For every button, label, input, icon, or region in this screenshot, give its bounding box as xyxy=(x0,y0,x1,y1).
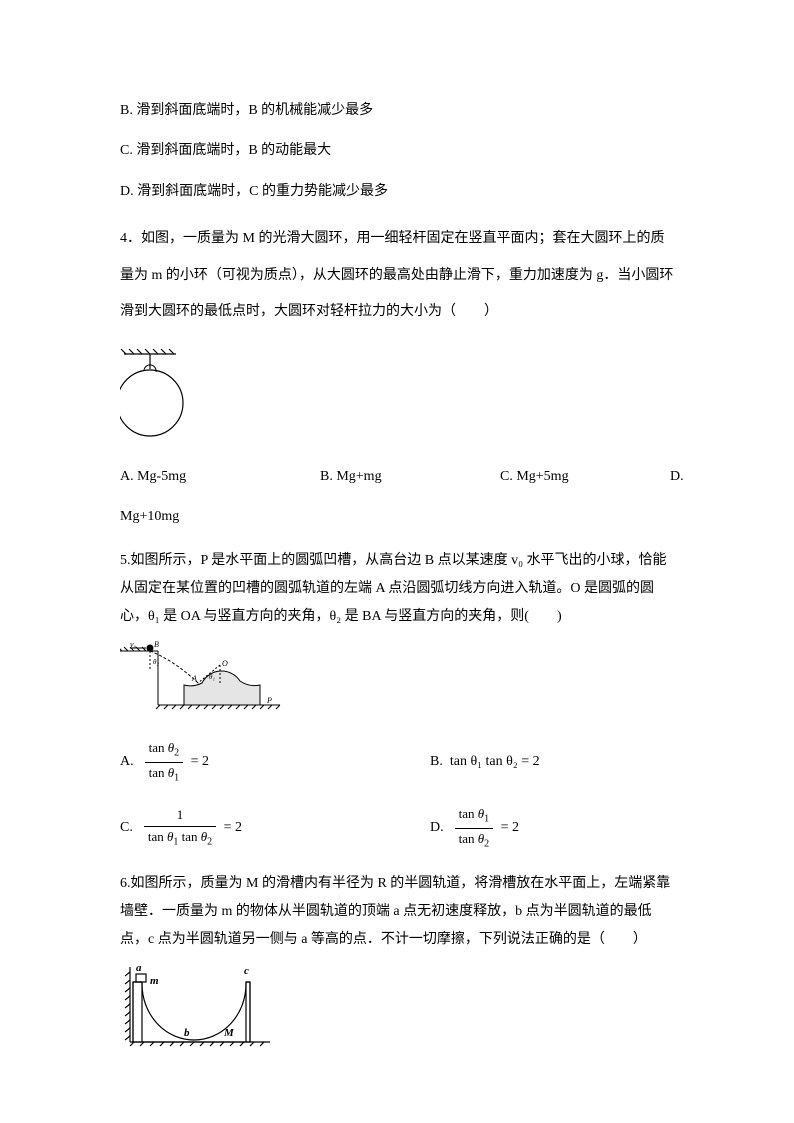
svg-text:O: O xyxy=(222,659,228,668)
q3-option-b: B. 滑到斜面底端时，B 的机械能减少最多 xyxy=(120,100,674,122)
svg-text:A: A xyxy=(191,674,197,683)
q4-option-c: C. Mg+5mg xyxy=(500,466,670,488)
q4-option-b: B. Mg+mg xyxy=(320,466,500,488)
q4-option-a: A. Mg-5mg xyxy=(120,466,320,488)
q5-figure: v₀ B θ₂ A θ₁ O P xyxy=(120,641,674,724)
q5-option-b: B. tan θ₁ tan θ₂ = 2 xyxy=(430,751,674,773)
q5-options-ab: A. tan θ2 tan θ1 = 2 B. tan θ₁ tan θ₂ = … xyxy=(120,738,674,786)
q4-option-d-part2: Mg+10mg xyxy=(120,506,674,528)
svg-text:a: a xyxy=(136,962,142,974)
q5-option-d: D. tan θ1 tan θ2 = 2 xyxy=(430,804,674,852)
q3-option-c: C. 滑到斜面底端时，B 的动能最大 xyxy=(120,140,674,162)
svg-text:P: P xyxy=(266,696,272,705)
q4-body: 4．如图，一质量为 M 的光滑大圆环，用一细轻杆固定在竖直平面内；套在大圆环上的… xyxy=(120,221,674,330)
q4-option-d-part1: D. xyxy=(670,466,684,488)
q5-option-c: C. 1 tan θ1 tan θ2 = 2 xyxy=(120,805,430,850)
q4-options: A. Mg-5mg B. Mg+mg C. Mg+5mg D. xyxy=(120,466,674,488)
svg-text:v₀: v₀ xyxy=(130,641,137,649)
q4-figure xyxy=(120,348,674,451)
svg-text:b: b xyxy=(184,1027,190,1039)
svg-text:θ₂: θ₂ xyxy=(153,658,159,666)
q6-body: 6.如图所示，质量为 M 的滑槽内有半径为 R 的半圆轨道，将滑槽放在水平面上，… xyxy=(120,870,674,954)
q5-option-a: A. tan θ2 tan θ1 = 2 xyxy=(120,738,430,786)
q3-option-d: D. 滑到斜面底端时，C 的重力势能减少最多 xyxy=(120,181,674,203)
svg-text:c: c xyxy=(244,965,249,977)
svg-text:m: m xyxy=(150,975,159,987)
svg-text:θ₁: θ₁ xyxy=(209,673,215,681)
q6-figure: a c m b M xyxy=(120,962,674,1060)
q5-options-cd: C. 1 tan θ1 tan θ2 = 2 D. tan θ1 tan θ2 … xyxy=(120,804,674,852)
svg-text:B: B xyxy=(154,641,159,649)
svg-text:M: M xyxy=(223,1027,235,1039)
q5-body: 5.如图所示，P 是水平面上的圆弧凹槽，从高台边 B 点以某速度 v₀ 水平飞出… xyxy=(120,547,674,631)
